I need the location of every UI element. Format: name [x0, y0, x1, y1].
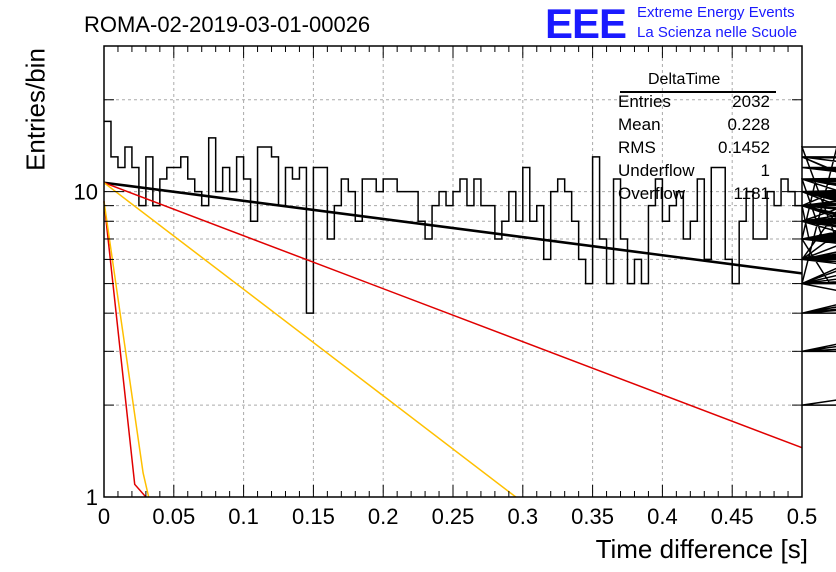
stat-value: 1 — [760, 161, 770, 180]
y-tick-label: 1 — [86, 485, 98, 510]
stat-label: Underflow — [618, 161, 695, 180]
x-tick-label: 0.4 — [647, 504, 678, 529]
stat-label: Mean — [618, 115, 661, 134]
x-tick-label: 0.35 — [571, 504, 614, 529]
fit-line-2 — [103, 182, 803, 449]
axis-ticks: 0 0.05 0.1 0.15 0.2 0.25 0.3 0.35 0.4 0.45 0.5 1 10 — [74, 45, 818, 529]
x-tick-label: 0.1 — [228, 504, 259, 529]
stat-value: 0.1452 — [718, 138, 770, 157]
stat-value: 1181 — [733, 184, 770, 203]
stat-label: Entries — [618, 92, 671, 111]
x-tick-label: 0.15 — [292, 504, 335, 529]
stat-value: 0.228 — [727, 115, 770, 134]
stat-value: 2032 — [732, 92, 770, 111]
run-title: ROMA-02-2019-03-01-00026 — [84, 12, 371, 37]
x-tick-label: 0.25 — [432, 504, 475, 529]
fit-lines — [103, 181, 803, 498]
grid — [103, 45, 803, 498]
stat-label: Overflow — [618, 184, 686, 203]
stat-label: RMS — [618, 138, 656, 157]
x-tick-label: 0.2 — [368, 504, 399, 529]
eee-logo: EEE — [545, 0, 627, 47]
fit-line-1 — [103, 181, 803, 275]
x-tick-label: 0.3 — [508, 504, 539, 529]
fit-line-5 — [103, 201, 150, 498]
x-tick-label: 0.05 — [152, 504, 195, 529]
histogram-outline — [104, 120, 836, 406]
x-tick-label: 0 — [98, 504, 110, 529]
y-axis-label: Entries/bin — [20, 48, 51, 171]
logo-line-1: Extreme Energy Events — [637, 4, 795, 21]
y-tick-label: 10 — [74, 180, 98, 205]
logo-line-2: La Scienza nelle Scuole — [637, 24, 798, 41]
stat-box-title: DeltaTime — [648, 71, 721, 88]
x-tick-label: 0.5 — [787, 504, 818, 529]
histogram — [104, 120, 836, 406]
fit-line-4 — [103, 201, 147, 498]
x-tick-label: 0.45 — [711, 504, 754, 529]
fit-line-3 — [103, 182, 517, 498]
x-axis-label: Time difference [s] — [595, 534, 808, 564]
